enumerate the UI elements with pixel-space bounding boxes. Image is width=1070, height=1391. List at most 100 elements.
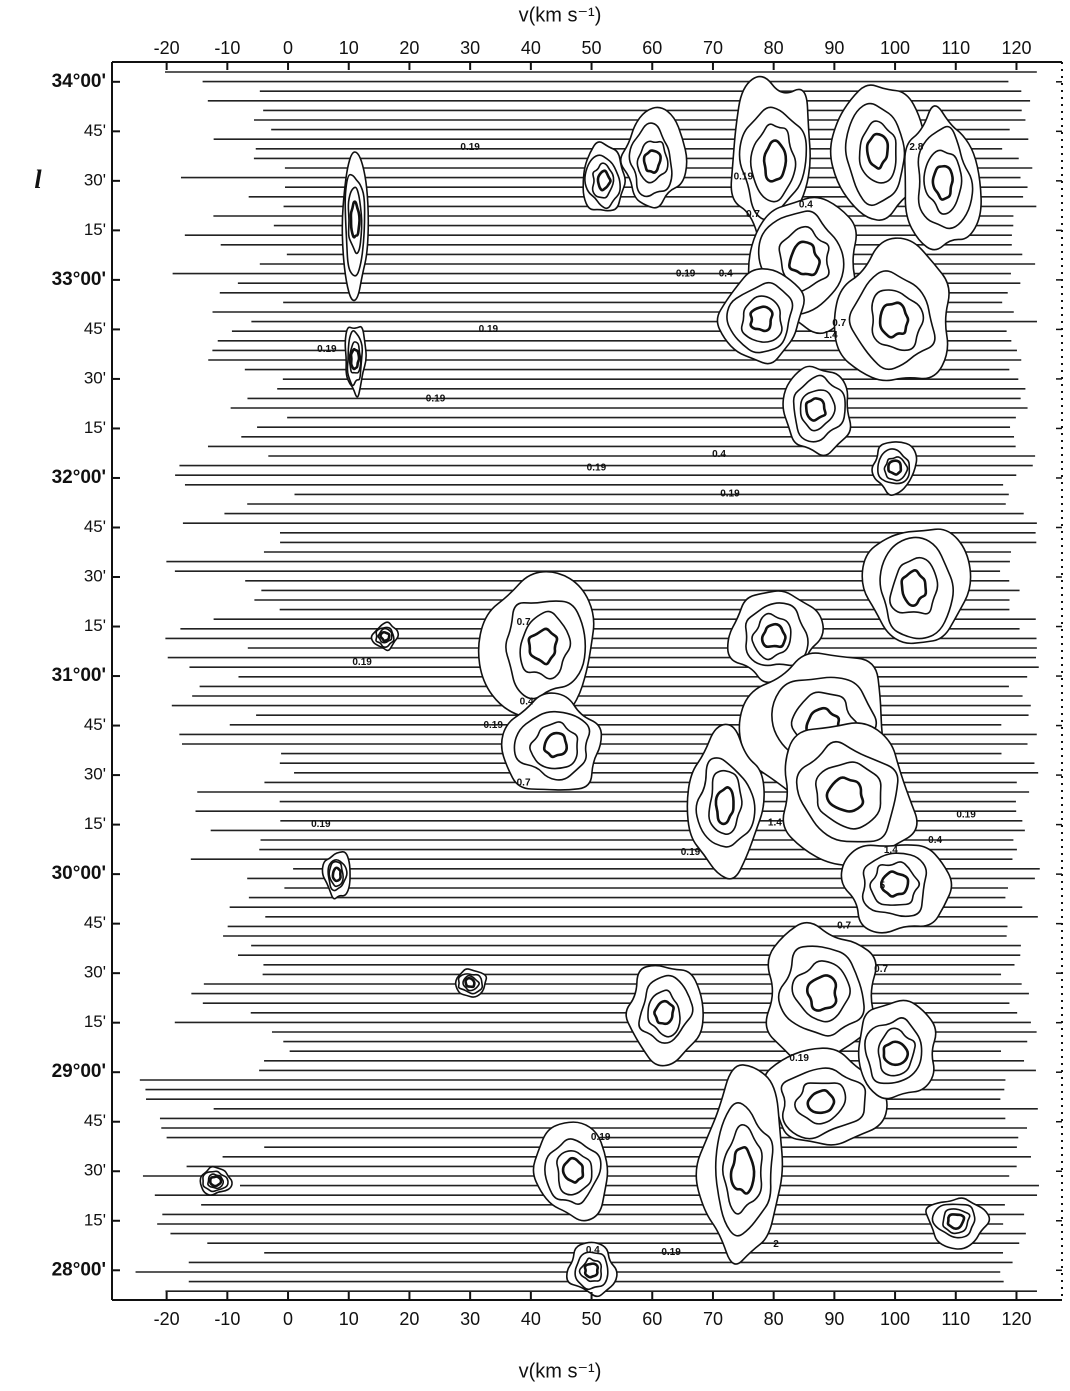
contour — [348, 341, 362, 374]
contour — [331, 866, 342, 883]
contour — [686, 723, 765, 880]
contour — [795, 740, 899, 843]
y-tick-label: 34°00' — [52, 71, 106, 92]
x-axis-title-bottom: v(km s⁻¹) — [519, 1360, 602, 1382]
contour — [844, 102, 906, 207]
contour — [695, 757, 756, 848]
contour-label: 0.19 — [460, 142, 480, 153]
contour — [878, 301, 910, 339]
contour-label: 0.19 — [426, 393, 446, 404]
contour — [749, 305, 774, 333]
contour — [653, 999, 675, 1026]
y-tick-label: 30' — [84, 1161, 106, 1180]
x-tick-label-top: 110 — [941, 38, 970, 58]
contour — [848, 270, 936, 371]
contour — [714, 786, 735, 826]
x-tick-label-top: 90 — [824, 38, 844, 58]
contour — [877, 1027, 916, 1077]
contour — [202, 1170, 229, 1193]
contour — [628, 122, 673, 198]
contour — [708, 769, 743, 835]
x-tick-label-bottom: -20 — [154, 1309, 180, 1329]
contour — [882, 1040, 910, 1067]
contour — [871, 441, 918, 496]
contour — [344, 173, 366, 277]
contour-label: 0.7 — [517, 778, 531, 789]
x-tick-label-bottom: 110 — [941, 1309, 970, 1329]
contour — [377, 627, 393, 644]
contour-label: 0.19 — [352, 657, 372, 668]
contour — [857, 999, 937, 1100]
contour — [760, 622, 787, 649]
contour-label: 0.7 — [832, 318, 846, 329]
contour-label: 0.19 — [311, 819, 331, 830]
contour — [625, 964, 704, 1067]
contour — [900, 569, 928, 607]
contour — [519, 610, 572, 680]
contour-label: 0.19 — [479, 324, 499, 335]
contour — [925, 1197, 991, 1250]
contour — [794, 1082, 847, 1125]
contour-label: 0.19 — [681, 847, 701, 858]
contour — [871, 289, 925, 352]
contour — [714, 1102, 774, 1237]
x-tick-label-bottom: 20 — [399, 1309, 419, 1329]
contour — [462, 974, 480, 992]
x-tick-label-bottom: 70 — [703, 1309, 723, 1329]
x-tick-label-top: 50 — [582, 38, 602, 58]
contour-label: 0.4 — [799, 199, 813, 210]
y-tick-label: 15' — [84, 616, 106, 635]
contour — [740, 295, 783, 343]
contour — [840, 844, 953, 934]
contour — [877, 448, 911, 485]
x-tick-label-bottom: 30 — [460, 1309, 480, 1329]
contour-label: 0.4 — [586, 1245, 600, 1256]
axes: -20 -20 -10 -10 0 0 10 10 20 20 30 30 40 40 50 50 60 60 70… — [52, 38, 1063, 1329]
contour — [349, 347, 361, 371]
contour — [578, 1257, 603, 1283]
contour — [791, 960, 851, 1023]
x-tick-label-bottom: 50 — [582, 1309, 602, 1329]
contour — [799, 389, 836, 432]
contour — [513, 710, 591, 781]
contour-label: 0.19 — [956, 809, 976, 820]
y-tick-label: 30' — [84, 765, 106, 784]
contour — [788, 240, 821, 277]
contour-label: 0.19 — [591, 1132, 611, 1143]
contour-label: 0.19 — [661, 1247, 681, 1258]
contour-label: 5 — [880, 881, 886, 892]
contour — [805, 974, 838, 1012]
contour — [542, 731, 569, 759]
contour-label: 1.4 — [768, 817, 782, 828]
contour — [778, 225, 830, 293]
contour — [880, 870, 910, 898]
contour — [464, 976, 476, 989]
y-tick-label: 32°00' — [52, 467, 106, 488]
x-tick-label-bottom: 40 — [521, 1309, 541, 1329]
contour-label: 0.4 — [719, 269, 733, 280]
contour — [505, 600, 587, 700]
y-tick-label: 30' — [84, 170, 106, 189]
y-tick-label: 45' — [84, 715, 106, 734]
contour-label: 0.7 — [874, 964, 888, 975]
contour — [207, 1173, 225, 1190]
x-tick-label-top: 10 — [339, 38, 359, 58]
contour — [833, 237, 950, 382]
contour — [527, 627, 559, 666]
contour — [777, 945, 865, 1037]
x-tick-label-top: -20 — [154, 38, 180, 58]
contour — [457, 973, 484, 995]
y-tick-label: 45' — [84, 1111, 106, 1130]
contour — [583, 1262, 600, 1279]
contour — [208, 1175, 223, 1188]
x-axis-title-top: v(km s⁻¹) — [519, 4, 602, 26]
contour-label: 0.19 — [676, 269, 696, 280]
x-tick-label-top: -10 — [214, 38, 240, 58]
contour — [883, 456, 909, 482]
contour-label: 0.19 — [317, 344, 337, 355]
contour — [923, 149, 963, 215]
contour-label: 0.19 — [483, 720, 503, 731]
y-tick-label: 15' — [84, 418, 106, 437]
contour — [861, 528, 972, 645]
contour — [762, 139, 788, 183]
